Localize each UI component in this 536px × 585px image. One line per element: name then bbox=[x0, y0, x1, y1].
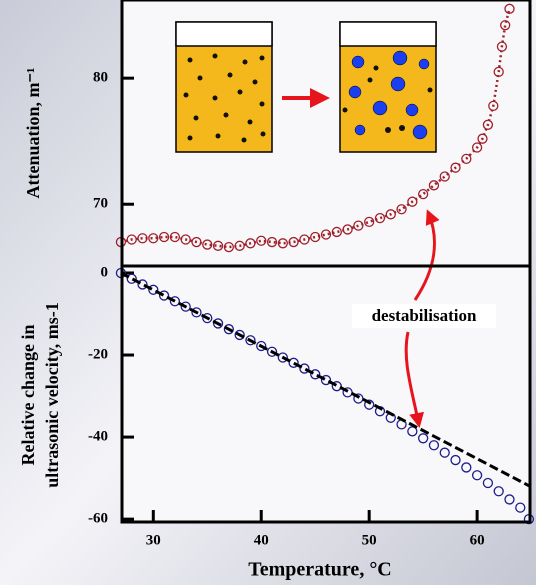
inset-diagram bbox=[175, 21, 437, 153]
annotation-box bbox=[352, 304, 496, 328]
data-point bbox=[504, 3, 515, 14]
x-tick-label: 40 bbox=[254, 532, 269, 548]
y-axis-label: Attenuation, m⁻¹ bbox=[23, 68, 43, 199]
data-point bbox=[320, 374, 332, 386]
data-point bbox=[223, 241, 235, 253]
x-axis-label: Temperature, °C bbox=[248, 559, 392, 581]
data-point bbox=[471, 142, 483, 153]
data-point bbox=[364, 216, 375, 228]
data-point bbox=[245, 238, 256, 249]
data-point bbox=[374, 212, 386, 224]
data-point bbox=[202, 312, 213, 324]
y-tick-label: 80 bbox=[93, 70, 108, 86]
data-point bbox=[180, 301, 191, 312]
data-point bbox=[428, 180, 440, 191]
data-point bbox=[471, 470, 483, 481]
data-point bbox=[234, 329, 245, 341]
data-point bbox=[493, 66, 504, 78]
data-point bbox=[148, 233, 159, 244]
annotation-arrow bbox=[404, 331, 424, 428]
data-point bbox=[158, 231, 170, 243]
data-point bbox=[417, 188, 429, 200]
data-point bbox=[331, 226, 342, 238]
data-point bbox=[202, 239, 213, 250]
x-tick-label: 60 bbox=[470, 532, 485, 548]
data-point bbox=[234, 240, 245, 251]
x-tick-label: 50 bbox=[362, 532, 377, 548]
data-point bbox=[450, 454, 461, 466]
data-point bbox=[461, 462, 472, 473]
data-point bbox=[223, 324, 235, 335]
data-point bbox=[353, 220, 364, 231]
data-point bbox=[385, 209, 396, 220]
annotation: destabilisation bbox=[372, 306, 477, 325]
data-point bbox=[180, 234, 191, 245]
data-point bbox=[148, 284, 159, 295]
data-point bbox=[353, 393, 364, 404]
plots: 70 80 0 -20 -40 -60 30 40 50 60 bbox=[88, 3, 535, 548]
data-point bbox=[504, 494, 515, 505]
data-point bbox=[266, 236, 278, 248]
data-point bbox=[500, 20, 511, 31]
data-point bbox=[310, 231, 321, 243]
data-point bbox=[126, 234, 137, 245]
data-point bbox=[482, 477, 494, 489]
data-point bbox=[299, 363, 310, 374]
data-point bbox=[288, 236, 299, 248]
data-point bbox=[407, 426, 418, 437]
y-tick-label: 0 bbox=[101, 264, 109, 280]
data-point bbox=[158, 290, 170, 301]
data-point bbox=[191, 307, 202, 318]
y-tick-label: 70 bbox=[93, 196, 108, 212]
data-point bbox=[396, 204, 407, 215]
data-point bbox=[407, 196, 418, 207]
x-tick-label: 30 bbox=[146, 532, 161, 548]
data-point bbox=[212, 318, 224, 329]
y-axis-label: Relative change in bbox=[18, 325, 38, 466]
data-point bbox=[461, 153, 472, 164]
y-tick-label: -40 bbox=[88, 429, 108, 445]
data-point bbox=[320, 229, 332, 240]
data-point bbox=[256, 235, 267, 246]
y-axis-label: ultrasonic velocity, ms-1 bbox=[42, 302, 62, 487]
frame bbox=[120, 264, 532, 524]
data-point bbox=[477, 133, 488, 144]
data-point bbox=[331, 381, 342, 392]
data-point bbox=[482, 119, 494, 130]
data-point bbox=[266, 346, 278, 357]
data-point bbox=[299, 234, 310, 245]
data-point bbox=[245, 335, 256, 346]
data-point bbox=[439, 171, 450, 182]
data-point bbox=[212, 240, 224, 251]
data-point bbox=[277, 352, 288, 363]
data-point bbox=[493, 486, 504, 497]
data-point bbox=[256, 340, 267, 352]
data-point bbox=[169, 231, 181, 243]
y-tick-label: -20 bbox=[88, 346, 108, 362]
data-point bbox=[137, 233, 148, 244]
annotation-arrow bbox=[413, 209, 440, 301]
data-point bbox=[137, 279, 148, 290]
data-point bbox=[288, 357, 299, 368]
data-point bbox=[342, 224, 353, 235]
data-point bbox=[310, 369, 321, 380]
data-point bbox=[439, 447, 450, 458]
data-point bbox=[488, 100, 499, 112]
y-tick-label: -60 bbox=[88, 511, 108, 527]
data-point bbox=[428, 440, 440, 451]
data-point bbox=[277, 238, 288, 249]
data-point bbox=[169, 296, 181, 307]
data-point bbox=[496, 41, 508, 52]
data-point bbox=[191, 236, 202, 248]
data-point bbox=[126, 273, 137, 284]
data-point bbox=[364, 399, 375, 410]
data-point bbox=[515, 502, 526, 513]
series-line bbox=[120, 271, 531, 488]
data-point bbox=[450, 162, 461, 173]
data-point bbox=[417, 433, 429, 444]
